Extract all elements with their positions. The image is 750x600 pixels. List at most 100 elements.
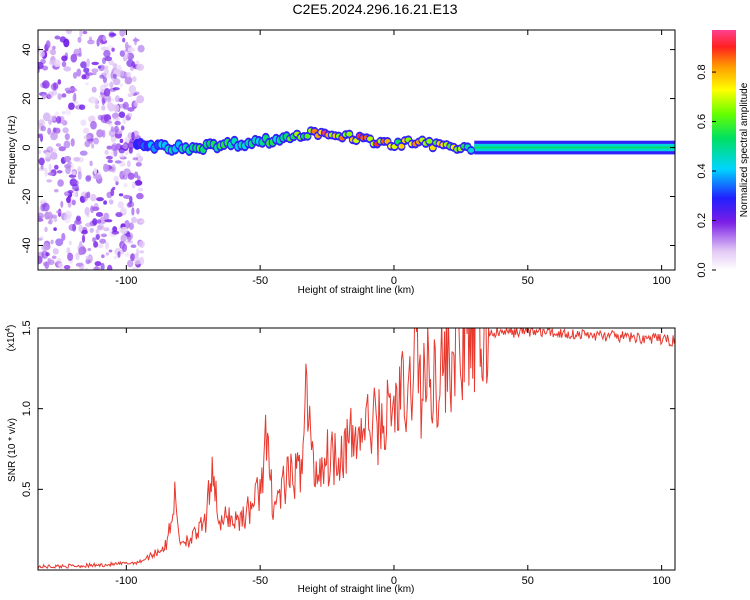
noise-speckle <box>113 73 117 79</box>
noise-speckle <box>42 112 51 122</box>
noise-speckle <box>63 38 70 48</box>
noise-speckle <box>88 96 97 104</box>
noise-speckle <box>112 186 116 190</box>
noise-speckle <box>71 191 78 197</box>
noise-speckle <box>135 162 142 167</box>
noise-speckle <box>81 234 86 243</box>
noise-speckle <box>70 53 78 63</box>
noise-speckle <box>72 223 77 232</box>
snr-y-multiplier: (x104) <box>5 325 17 352</box>
noise-speckle <box>40 164 44 170</box>
noise-speckle <box>120 226 128 235</box>
noise-speckle <box>112 226 118 233</box>
noise-speckle <box>85 82 89 86</box>
noise-speckle <box>47 220 52 224</box>
noise-speckle <box>93 167 98 175</box>
noise-speckle <box>74 48 81 54</box>
noise-speckle <box>130 253 135 262</box>
noise-speckle <box>84 206 90 216</box>
noise-speckle <box>136 192 144 200</box>
noise-speckle <box>77 171 82 180</box>
noise-speckle <box>88 36 93 42</box>
noise-speckle <box>91 143 95 149</box>
noise-speckle <box>93 241 99 248</box>
noise-speckle <box>47 172 55 176</box>
noise-speckle <box>134 180 143 186</box>
noise-speckle <box>107 95 111 103</box>
noise-speckle <box>50 116 56 121</box>
noise-speckle <box>76 215 81 222</box>
x-tick-label: 50 <box>522 275 534 287</box>
noise-speckle <box>56 210 62 214</box>
noise-speckle <box>80 61 88 69</box>
noise-speckle <box>103 163 109 173</box>
noise-speckle <box>78 104 86 110</box>
colorbar-tick-label: 0.8 <box>696 64 708 79</box>
figure-title: C2E5.2024.296.16.21.E13 <box>292 1 457 17</box>
noise-speckle <box>94 174 102 180</box>
noise-speckle <box>122 101 129 110</box>
y-tick-label: -40 <box>21 238 33 254</box>
noise-speckle <box>40 125 47 132</box>
noise-speckle <box>101 254 105 259</box>
noise-speckle <box>61 93 67 98</box>
noise-speckle <box>38 149 42 155</box>
x-tick-label: 100 <box>652 575 670 587</box>
noise-speckle <box>124 41 129 50</box>
noise-speckle <box>118 111 126 118</box>
y-tick-label: -20 <box>21 189 33 205</box>
noise-speckle <box>84 222 93 228</box>
noise-speckle <box>104 150 109 155</box>
noise-speckle <box>50 49 57 56</box>
noise-speckle <box>91 61 99 66</box>
colorbar-label: Normalized spectral amplitude <box>739 82 750 217</box>
noise-speckle <box>97 223 105 231</box>
y-tick-label: 1.5 <box>21 320 33 335</box>
noise-speckle <box>113 78 121 86</box>
noise-speckle <box>62 127 69 134</box>
noise-speckle <box>109 81 114 89</box>
noise-speckle <box>129 113 133 117</box>
noise-speckle <box>108 199 114 205</box>
spectrogram-heatmap <box>38 30 675 270</box>
noise-speckle <box>122 143 128 150</box>
noise-speckle <box>47 91 54 99</box>
noise-speckle <box>116 69 122 77</box>
noise-speckle <box>127 107 135 112</box>
noise-speckle <box>89 160 93 167</box>
noise-speckle <box>50 131 58 141</box>
noise-speckle <box>120 234 127 243</box>
noise-speckle <box>131 207 135 216</box>
noise-speckle <box>137 187 144 192</box>
noise-speckle <box>125 252 130 258</box>
colorbar-gradient <box>712 30 736 270</box>
noise-speckle <box>67 252 74 261</box>
noise-speckle <box>128 85 137 94</box>
snr-line <box>38 328 675 570</box>
noise-speckle <box>78 247 84 256</box>
noise-speckle <box>134 171 139 179</box>
noise-speckle <box>63 140 71 149</box>
noise-speckle <box>54 111 59 117</box>
noise-speckle <box>68 102 72 110</box>
noise-speckle <box>68 240 72 246</box>
noise-speckle <box>101 233 107 238</box>
noise-speckle <box>80 119 87 126</box>
noise-speckle <box>131 216 138 223</box>
noise-speckle <box>99 238 107 244</box>
noise-speckle <box>123 194 131 199</box>
noise-speckle <box>96 219 102 224</box>
noise-speckle <box>51 255 57 260</box>
noise-speckle <box>96 197 104 202</box>
noise-speckle <box>104 68 109 75</box>
noise-speckle <box>39 50 45 58</box>
noise-speckle <box>54 189 59 193</box>
noise-speckle <box>41 250 49 259</box>
noise-speckle <box>114 120 121 126</box>
noise-speckle <box>85 175 92 182</box>
y-tick-label: 1.0 <box>21 401 33 416</box>
noise-speckle <box>48 163 52 173</box>
noise-speckle <box>110 126 115 132</box>
noise-speckle <box>127 172 135 180</box>
noise-speckle <box>69 87 78 92</box>
